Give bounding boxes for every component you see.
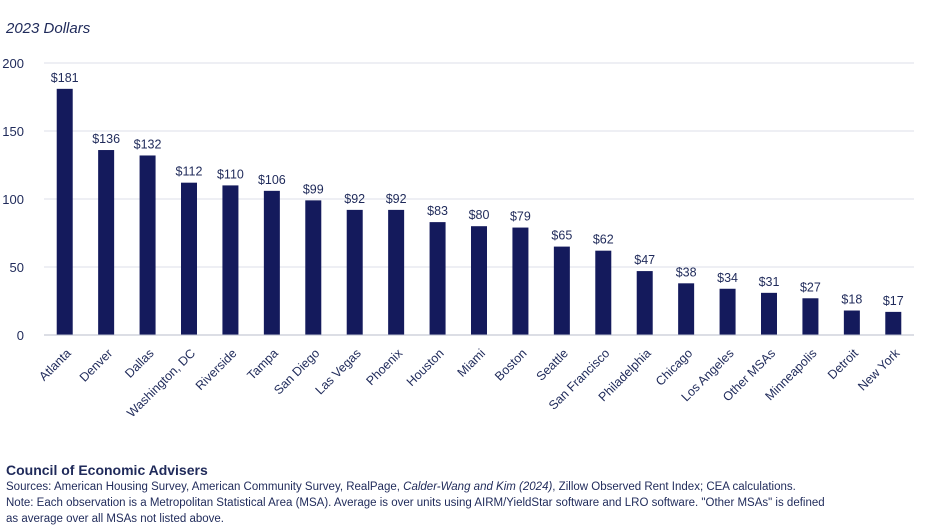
y-tick-label: 100	[2, 192, 24, 207]
bar	[885, 311, 902, 335]
x-tick-label: New York	[855, 346, 903, 394]
x-tick-label: Seattle	[534, 346, 571, 383]
footer-note: Note: Each observation is a Metropolitan…	[6, 497, 825, 509]
bar	[98, 150, 115, 335]
bar	[595, 250, 612, 335]
x-tick-label: Detroit	[825, 346, 861, 382]
value-label: $83	[427, 204, 448, 218]
footer-sources: Sources: American Housing Survey, Americ…	[6, 479, 926, 495]
bar	[429, 222, 446, 335]
bar	[56, 88, 73, 335]
value-label: $112	[176, 165, 203, 179]
value-label: $92	[386, 192, 407, 206]
unit-label: 2023 Dollars	[6, 20, 91, 37]
footer-note-cont: as average over all MSAs not listed abov…	[6, 513, 224, 525]
bars	[56, 88, 902, 335]
value-label: $38	[676, 265, 697, 279]
y-axis-ticks: 0 50 100 150 200	[2, 56, 24, 343]
x-tick-label: Phoenix	[363, 346, 405, 388]
bar	[802, 298, 819, 335]
x-tick-label: Houston	[404, 346, 447, 389]
bar	[471, 226, 487, 335]
bar	[719, 288, 736, 335]
value-label: $47	[634, 253, 655, 267]
x-tick-label: Las Vegas	[313, 346, 364, 397]
value-label: $92	[344, 192, 365, 206]
x-tick-label: Tampa	[245, 346, 281, 382]
x-tick-label: Dallas	[122, 346, 156, 380]
x-tick-label: Chicago	[653, 346, 695, 388]
value-label: $110	[217, 167, 244, 181]
value-label: $106	[258, 173, 286, 187]
value-label: $181	[51, 71, 79, 85]
y-tick-label: 50	[10, 260, 24, 275]
value-label: $65	[551, 229, 572, 243]
value-label: $17	[883, 294, 904, 308]
bar	[636, 271, 653, 335]
value-label: $136	[92, 132, 120, 146]
sources-italic: Calder-Wang and Kim (2024)	[403, 481, 553, 493]
bar	[181, 182, 197, 335]
bar	[222, 185, 239, 335]
x-tick-label: Boston	[492, 346, 529, 383]
value-label: $31	[759, 275, 780, 289]
y-tick-label: 150	[2, 124, 24, 139]
footer-organization: Council of Economic Advisers	[6, 462, 208, 478]
x-tick-label: Atlanta	[36, 346, 73, 383]
bar	[263, 190, 280, 335]
value-label: $80	[469, 208, 490, 222]
y-tick-label: 200	[2, 56, 24, 71]
x-tick-label: Miami	[455, 346, 488, 379]
bar	[305, 200, 322, 335]
value-label: $99	[303, 182, 324, 196]
bar	[761, 292, 777, 335]
value-label: $62	[593, 233, 614, 247]
bar	[843, 310, 860, 335]
bar	[139, 155, 156, 335]
bar	[388, 209, 405, 335]
bar-chart: 0 50 100 150 200 $181 $136 $132 $112 $110 $106 $99…	[2, 56, 914, 420]
y-tick-label: 0	[17, 328, 24, 343]
value-label: $132	[134, 137, 162, 151]
chart-footer: Council of Economic Advisers Sources: Am…	[6, 461, 926, 527]
value-label: $34	[717, 271, 738, 285]
value-label: $79	[510, 210, 531, 224]
sources-suffix: , Zillow Observed Rent Index; CEA calcul…	[552, 481, 796, 493]
x-tick-label: Riverside	[193, 346, 240, 393]
value-labels: $181 $136 $132 $112 $110 $106 $99 $92 $92 $83 $80 $…	[51, 71, 904, 308]
sources-prefix: Sources: American Housing Survey, Americ…	[6, 481, 404, 493]
x-tick-label: Denver	[77, 346, 115, 384]
bar	[512, 227, 529, 335]
bar	[553, 246, 570, 335]
value-label: $27	[800, 280, 821, 294]
bar	[678, 283, 695, 335]
bar	[346, 209, 363, 335]
value-label: $18	[841, 293, 862, 307]
